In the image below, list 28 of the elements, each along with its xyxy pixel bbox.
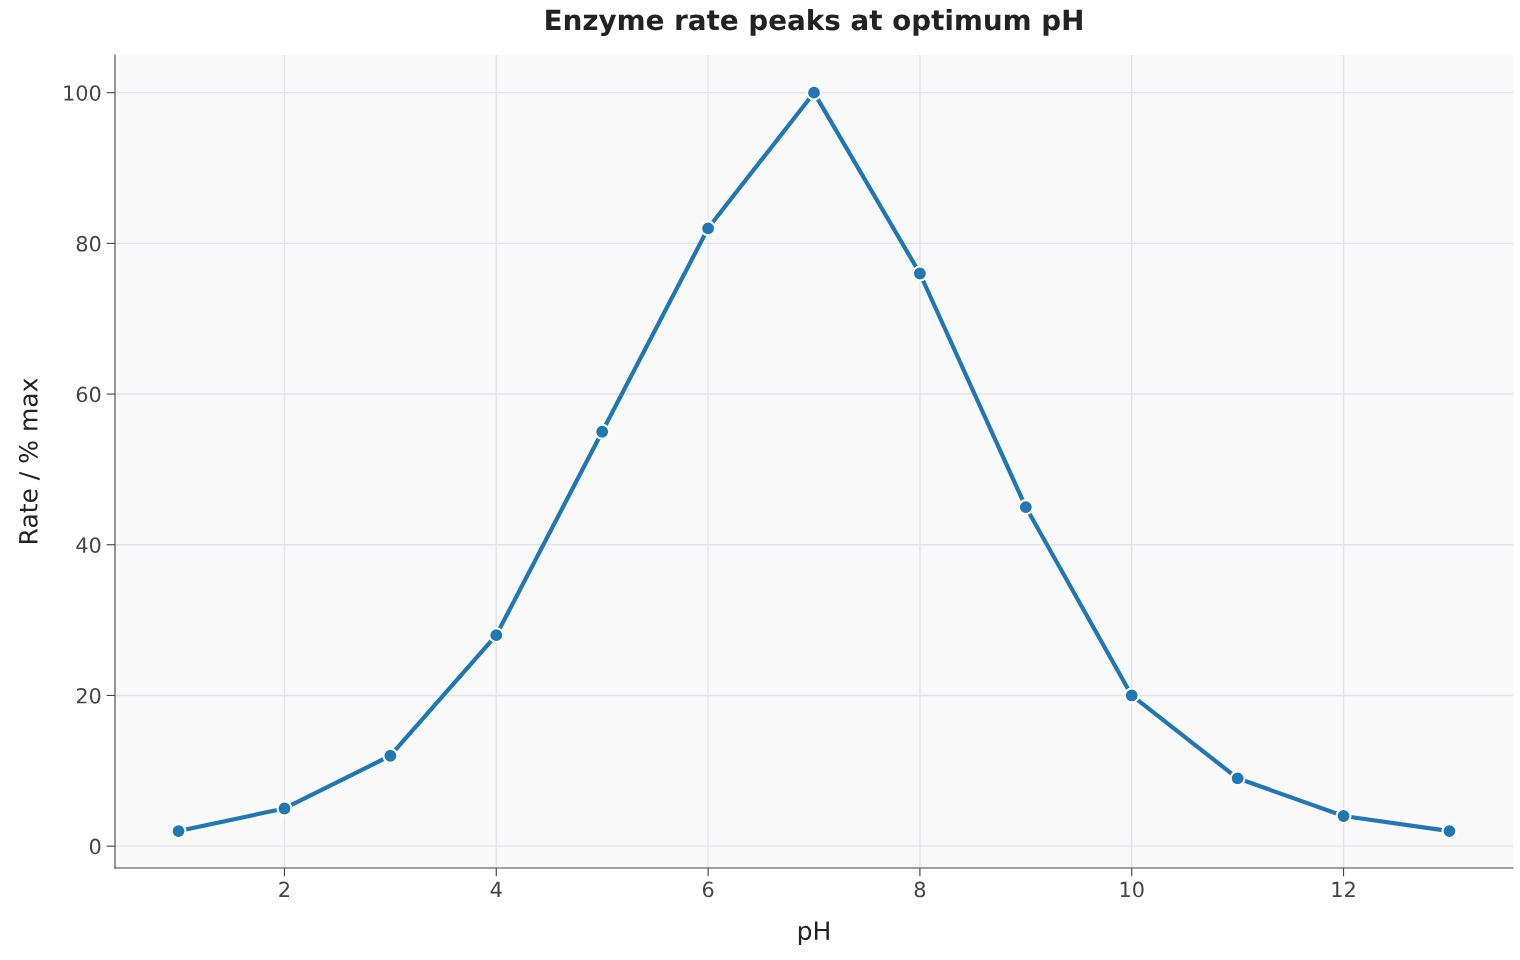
point <box>276 800 293 817</box>
point <box>594 423 611 440</box>
x-axis-title: pH <box>798 921 829 945</box>
point <box>1017 499 1034 516</box>
x-tick-label: 4 <box>490 881 502 898</box>
point <box>700 220 717 237</box>
x-tick-label: 12 <box>1332 881 1355 898</box>
point <box>1441 823 1458 840</box>
x-tick-label: 8 <box>914 881 926 898</box>
x-tick-label: 6 <box>702 881 714 898</box>
point <box>1123 687 1140 704</box>
y-tick-label: 80 <box>76 235 101 252</box>
y-tick-label: 0 <box>89 838 101 855</box>
y-tick-label: 20 <box>76 687 101 704</box>
point <box>170 823 187 840</box>
chart-title: Enzyme rate peaks at optimum pH <box>546 8 1082 36</box>
x-tick-label: 10 <box>1120 881 1144 898</box>
point <box>382 747 399 764</box>
point <box>488 627 505 644</box>
y-tick-label: 100 <box>64 85 101 101</box>
point <box>1229 770 1246 787</box>
point <box>911 265 928 282</box>
point <box>806 84 822 101</box>
y-tick-label: 60 <box>76 386 101 403</box>
x-tick-label: 2 <box>279 881 289 898</box>
point <box>1335 808 1352 824</box>
y-tick-label: 40 <box>76 537 101 553</box>
y-axis-title: Rate / % max <box>18 378 40 543</box>
